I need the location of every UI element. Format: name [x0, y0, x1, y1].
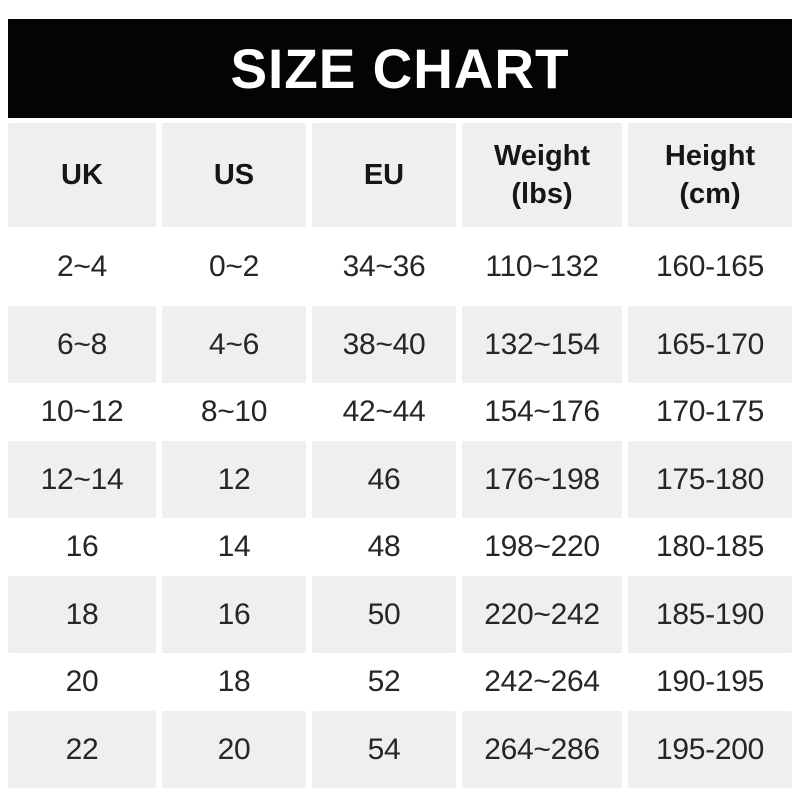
cell-height: 160-165 [656, 249, 764, 283]
table-row: 20 18 52 242~264 190-195 [8, 653, 792, 711]
column-header-label: Height [664, 139, 756, 172]
column-header-label: Weight [493, 139, 591, 172]
page-title: SIZE CHART [230, 37, 570, 100]
cell-eu: 54 [312, 711, 456, 788]
cell-height: 170-175 [656, 395, 764, 428]
cell-uk: 16 [65, 530, 99, 563]
cell-weight: 154~176 [484, 395, 600, 428]
table-row: 22 20 54 264~286 195-200 [8, 711, 792, 788]
cell-weight: 132~154 [462, 306, 622, 383]
cell-uk: 2~4 [57, 249, 107, 283]
size-chart-table: UK US EU Weight (lbs) Height (cm) 2~4 0 [8, 123, 792, 788]
table-row: 2~4 0~2 34~36 110~132 160-165 [8, 227, 792, 306]
cell-eu: 48 [367, 530, 401, 563]
cell-height: 180-185 [656, 530, 764, 563]
cell-eu: 50 [312, 576, 456, 653]
cell-weight: 110~132 [485, 249, 599, 283]
cell-uk: 20 [65, 665, 99, 698]
cell-us: 16 [162, 576, 306, 653]
cell-height: 185-190 [628, 576, 792, 653]
cell-us: 8~10 [200, 395, 268, 428]
column-header-label: US [213, 158, 255, 191]
column-header-weight: Weight (lbs) [462, 123, 622, 227]
table-row: 6~8 4~6 38~40 132~154 165-170 [8, 306, 792, 383]
cell-us: 0~2 [209, 249, 259, 283]
cell-us: 20 [162, 711, 306, 788]
cell-uk: 22 [8, 711, 156, 788]
cell-eu: 52 [367, 665, 401, 698]
cell-weight: 198~220 [484, 530, 600, 563]
column-header-height: Height (cm) [628, 123, 792, 227]
cell-uk: 6~8 [8, 306, 156, 383]
cell-us: 4~6 [162, 306, 306, 383]
cell-weight: 264~286 [462, 711, 622, 788]
cell-eu: 42~44 [342, 395, 426, 428]
cell-uk: 12~14 [8, 441, 156, 518]
column-header-label: UK [61, 158, 103, 191]
cell-height: 195-200 [628, 711, 792, 788]
size-chart-banner: SIZE CHART [8, 19, 792, 118]
cell-us: 14 [217, 530, 251, 563]
cell-weight: 242~264 [484, 665, 600, 698]
cell-us: 12 [162, 441, 306, 518]
cell-uk: 10~12 [40, 395, 124, 428]
column-header-sublabel: (lbs) [511, 178, 573, 210]
cell-height: 165-170 [628, 306, 792, 383]
column-header-eu: EU [312, 123, 456, 227]
cell-weight: 220~242 [462, 576, 622, 653]
cell-eu: 34~36 [342, 249, 426, 283]
cell-eu: 38~40 [312, 306, 456, 383]
cell-eu: 46 [312, 441, 456, 518]
table-header-row: UK US EU Weight (lbs) Height (cm) [8, 123, 792, 227]
column-header-us: US [162, 123, 306, 227]
column-header-sublabel: (cm) [679, 178, 741, 210]
cell-uk: 18 [8, 576, 156, 653]
cell-weight: 176~198 [462, 441, 622, 518]
table-row: 18 16 50 220~242 185-190 [8, 576, 792, 653]
table-row: 16 14 48 198~220 180-185 [8, 518, 792, 576]
table-row: 12~14 12 46 176~198 175-180 [8, 441, 792, 518]
cell-us: 18 [217, 665, 251, 698]
cell-height: 175-180 [628, 441, 792, 518]
column-header-label: EU [363, 158, 405, 191]
cell-height: 190-195 [656, 665, 764, 698]
column-header-uk: UK [8, 123, 156, 227]
table-row: 10~12 8~10 42~44 154~176 170-175 [8, 383, 792, 441]
